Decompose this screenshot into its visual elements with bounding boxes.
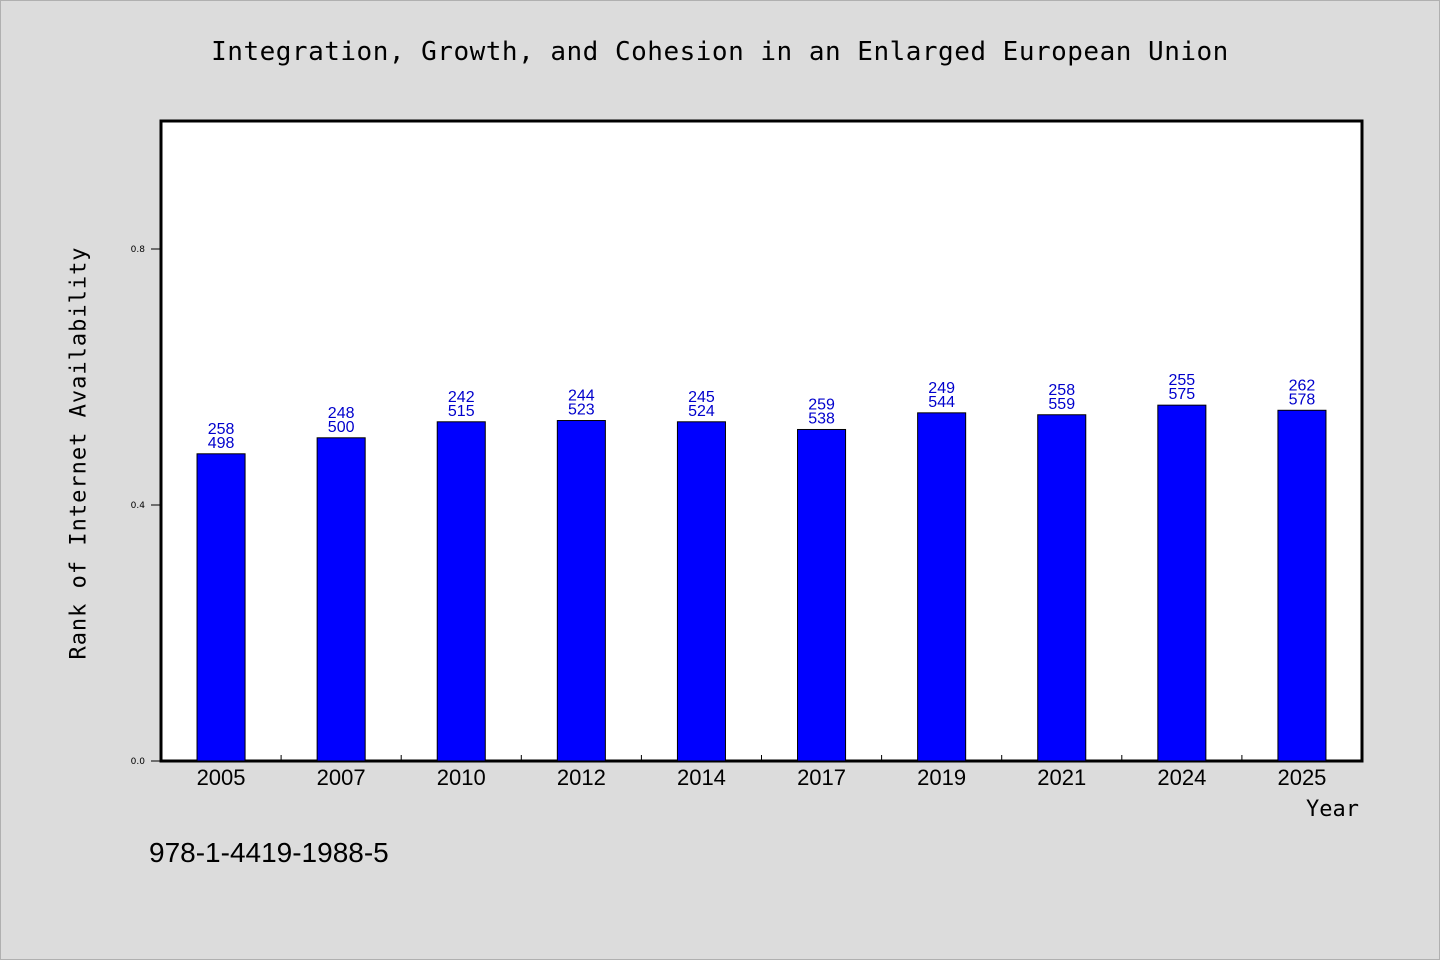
data-label-bottom: 575 <box>1168 386 1195 403</box>
x-tick-label: 2012 <box>557 765 606 790</box>
data-label-top: 242 <box>448 389 475 406</box>
data-label-bottom: 538 <box>808 410 835 427</box>
x-tick-label: 2025 <box>1277 765 1326 790</box>
x-tick-label: 2007 <box>317 765 366 790</box>
bar <box>797 428 847 762</box>
x-tick-label: 2021 <box>1037 765 1086 790</box>
data-label-bottom: 578 <box>1289 391 1316 408</box>
bar <box>436 421 486 762</box>
bars <box>196 404 1327 762</box>
data-label-bottom: 523 <box>568 402 595 419</box>
isbn-text: 978-1-4419-1988-5 <box>149 837 389 868</box>
chart-title: Integration, Growth, and Cohesion in an … <box>211 37 1229 67</box>
data-label-bottom: 498 <box>208 435 235 452</box>
data-label-top: 248 <box>328 405 355 422</box>
bar <box>196 453 246 762</box>
data-label-top: 255 <box>1168 372 1195 389</box>
data-label-bottom: 524 <box>688 403 715 420</box>
data-labels: 2005258498200724850020102425152012244523… <box>197 372 1327 790</box>
data-label-top: 244 <box>568 388 595 405</box>
y-tick-label: 0.8 <box>131 245 146 255</box>
bar <box>676 421 726 762</box>
axis-ticks: 0.0 0.4 0.8 <box>131 245 1243 767</box>
x-axis-label: Year <box>1306 797 1359 822</box>
y-tick-label: 0.0 <box>131 757 146 767</box>
data-label-bottom: 559 <box>1048 396 1075 413</box>
x-tick-label: 2017 <box>797 765 846 790</box>
bar <box>1037 414 1087 762</box>
x-tick-label: 2010 <box>437 765 486 790</box>
x-tick-label: 2014 <box>677 765 726 790</box>
bar <box>1277 409 1327 762</box>
bar <box>316 437 366 762</box>
data-label-top: 259 <box>808 396 835 413</box>
data-label-bottom: 500 <box>328 419 355 436</box>
data-label-top: 262 <box>1289 377 1316 394</box>
data-label-top: 258 <box>208 421 235 438</box>
bar <box>556 420 606 762</box>
x-tick-label: 2019 <box>917 765 966 790</box>
y-axis-label: Rank of Internet Availability <box>66 246 92 660</box>
bar <box>1157 404 1207 762</box>
data-label-bottom: 515 <box>448 403 475 420</box>
data-label-bottom: 544 <box>928 394 955 411</box>
data-label-top: 245 <box>688 389 715 406</box>
data-label-top: 258 <box>1048 382 1075 399</box>
x-tick-label: 2005 <box>197 765 246 790</box>
y-tick-label: 0.4 <box>131 501 146 511</box>
data-label-top: 249 <box>928 380 955 397</box>
bar <box>917 412 967 762</box>
x-tick-label: 2024 <box>1157 765 1206 790</box>
